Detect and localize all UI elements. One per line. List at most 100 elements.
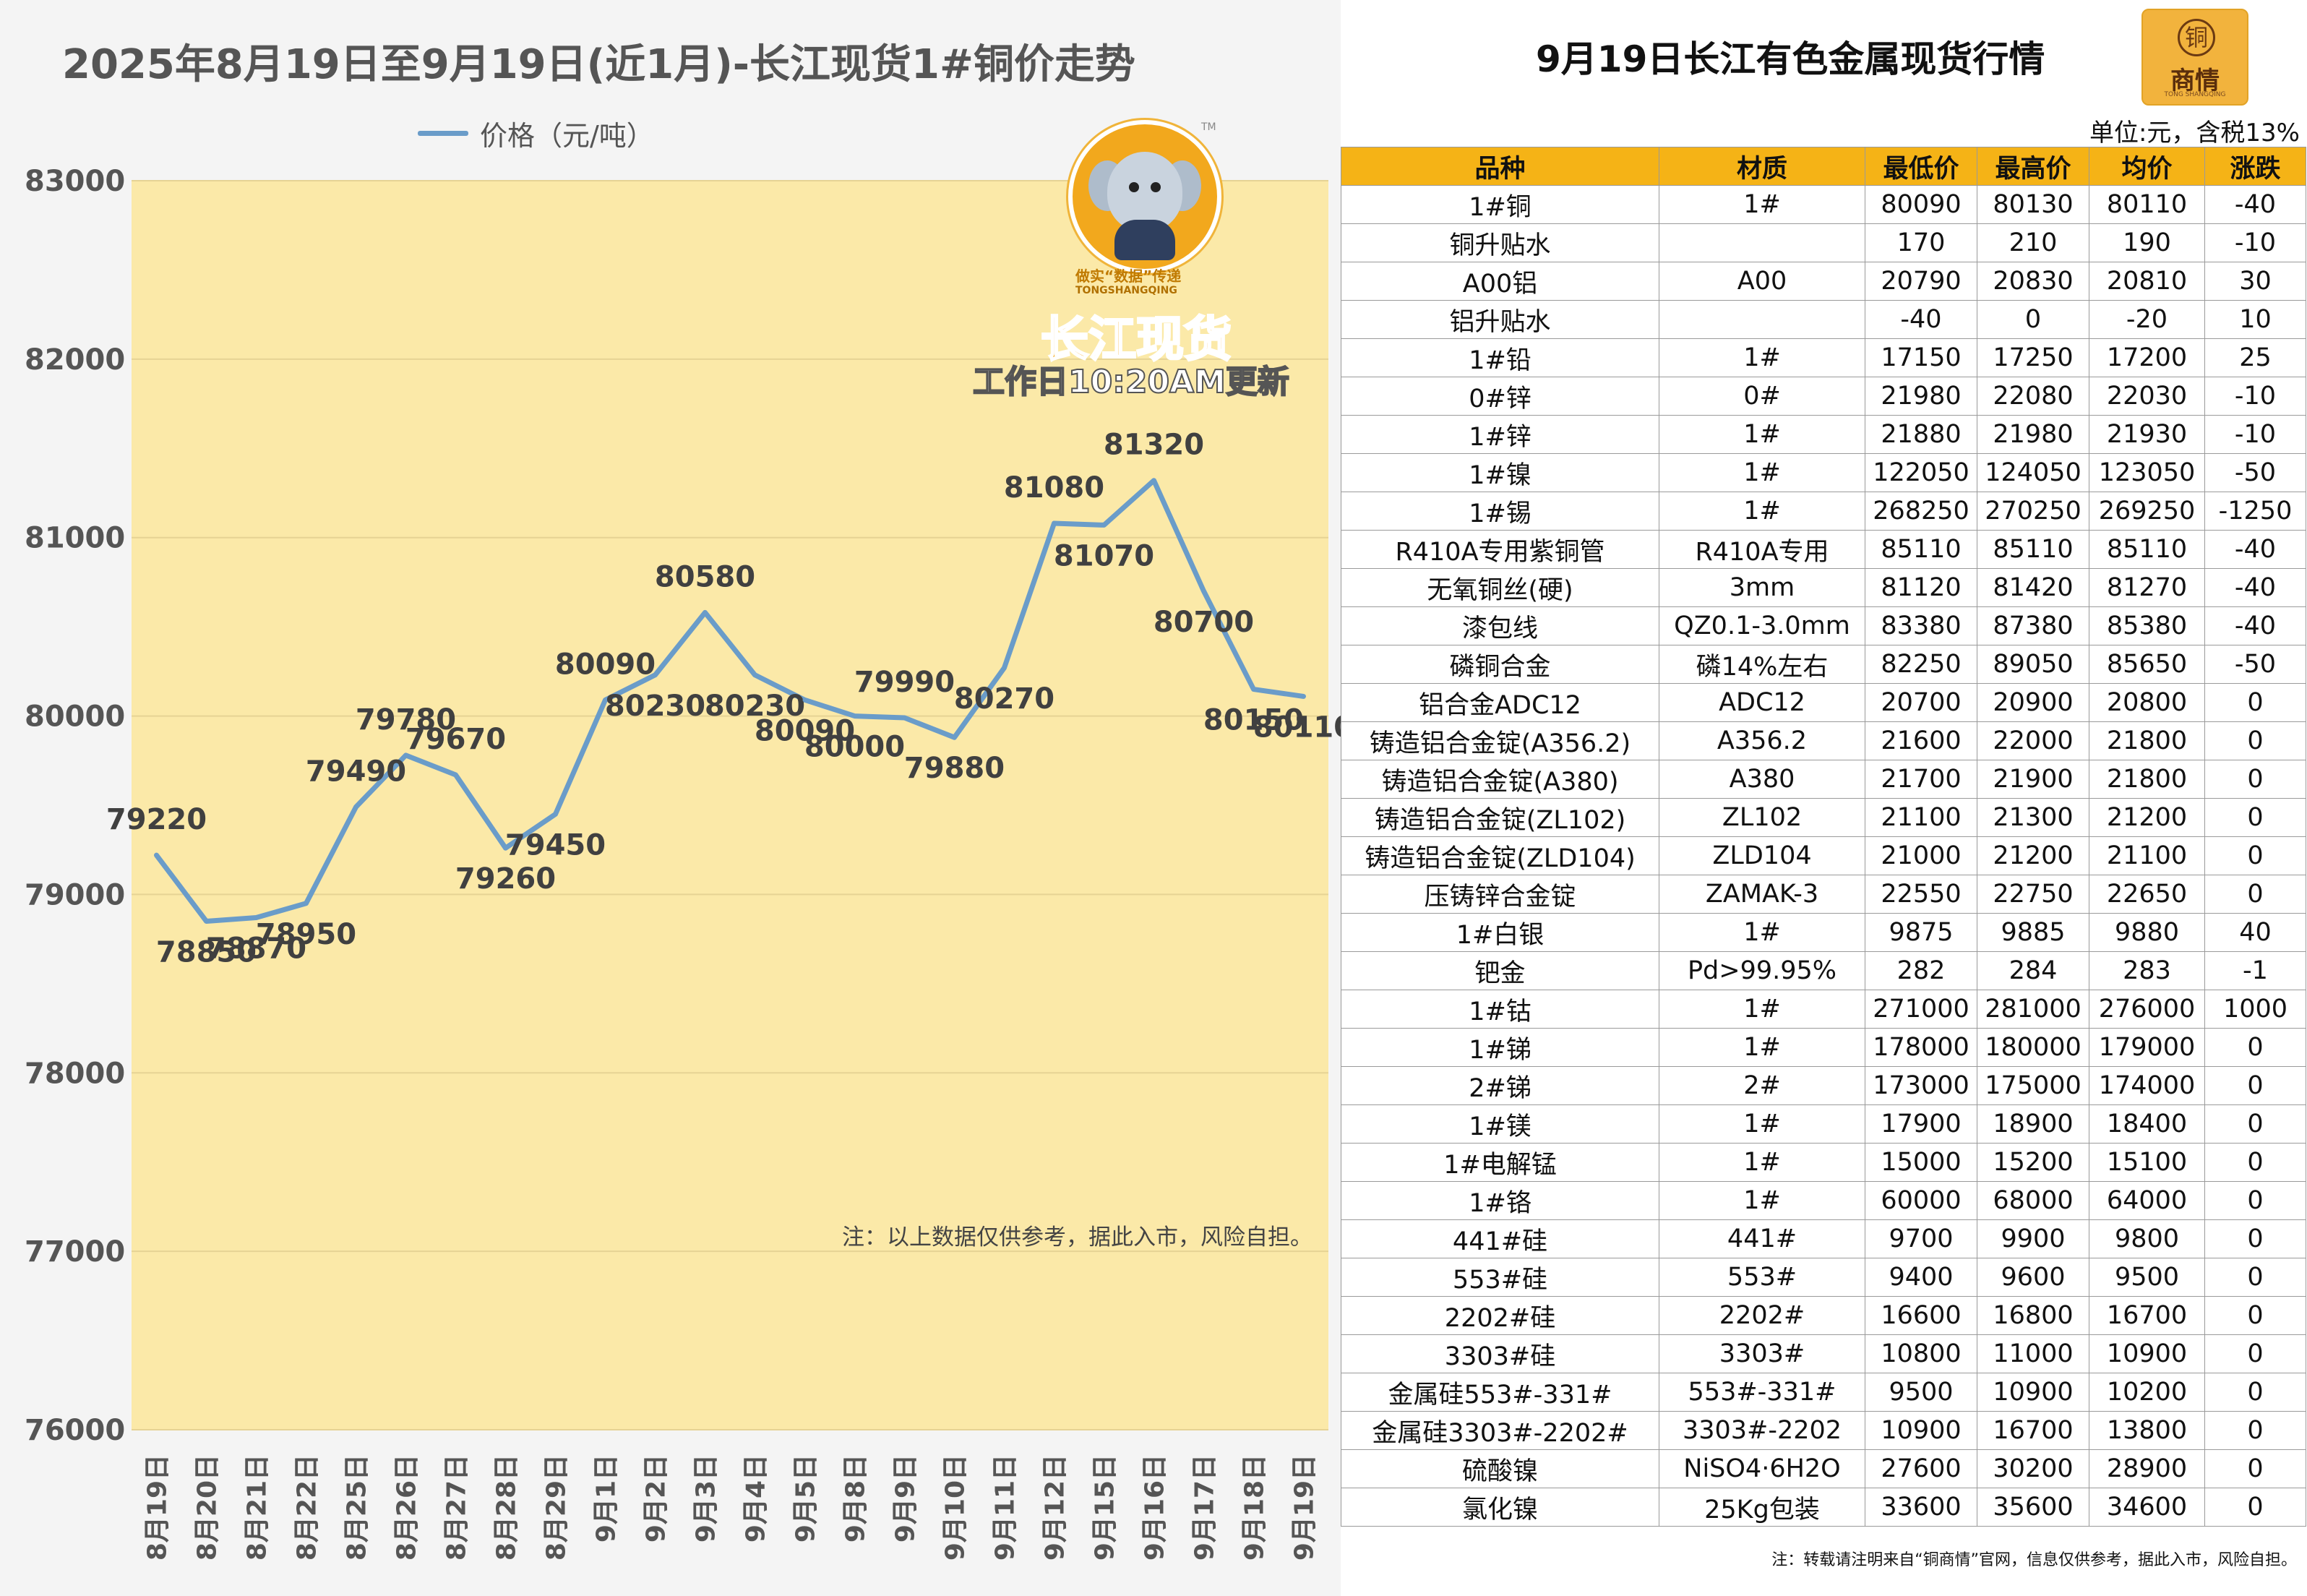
table-cell-variety: 硫酸镍: [1341, 1449, 1659, 1488]
table-cell-material: 0#: [1659, 377, 1865, 416]
column-header-high-price: 最高价: [1977, 147, 2089, 186]
table-cell-change: 0: [2204, 1373, 2306, 1412]
table-row: 1#铬 1# 60000 68000 64000 0: [1341, 1181, 2306, 1220]
data-label: 80150: [1203, 704, 1304, 737]
table-row: 1#铜 1# 80090 80130 80110 -40: [1341, 185, 2306, 224]
table-cell-material: 1#: [1659, 185, 1865, 224]
data-point: [703, 610, 708, 615]
table-cell-variety: 1#铬: [1341, 1181, 1659, 1220]
table-row: 2202#硅 2202# 16600 16800 16700 0: [1341, 1296, 2306, 1335]
x-tick-label: 9月19日: [1290, 1454, 1320, 1561]
table-row: 压铸锌合金锭 ZAMAK-3 22550 22750 22650 0: [1341, 875, 2306, 914]
chart-panel: 2025年8月19日至9月19日(近1月)-长江现货1#铜价走势 价格（元/吨）…: [0, 0, 1341, 1596]
data-label: 80270: [954, 682, 1054, 716]
table-cell-variety: 1#铜: [1341, 185, 1659, 224]
data-label: 80700: [1154, 606, 1254, 639]
table-cell-high-price: 22750: [1977, 875, 2089, 914]
table-cell-avg-price: 123050: [2089, 453, 2205, 492]
table-cell-high-price: 21200: [1977, 836, 2089, 875]
table-cell-variety: 磷铜合金: [1341, 645, 1659, 684]
table-cell-material: A00: [1659, 262, 1865, 301]
table-cell-material: 2202#: [1659, 1296, 1865, 1335]
table-cell-high-price: 210: [1977, 223, 2089, 262]
table-cell-high-price: 175000: [1977, 1066, 2089, 1105]
table-cell-change: -40: [2204, 568, 2306, 607]
table-cell-material: 1#: [1659, 492, 1865, 531]
table-cell-high-price: 68000: [1977, 1181, 2089, 1220]
table-cell-high-price: 85110: [1977, 530, 2089, 569]
table-cell-variety: 铜升贴水: [1341, 223, 1659, 262]
table-cell-change: -10: [2204, 377, 2306, 416]
table-cell-high-price: 11000: [1977, 1334, 2089, 1373]
table-row: 无氧铜丝(硬) 3mm 81120 81420 81270 -40: [1341, 568, 2306, 607]
table-cell-change: 40: [2204, 913, 2306, 952]
data-point: [1201, 588, 1206, 593]
data-label: 78850: [156, 935, 257, 969]
x-tick-label: 9月11日: [991, 1454, 1021, 1561]
table-cell-variety: A00铝: [1341, 262, 1659, 301]
badge-name: 商情: [2170, 66, 2220, 95]
x-tick-label: 8月20日: [193, 1454, 223, 1561]
mascot-eye-right: [1151, 182, 1161, 192]
table-cell-material: 1#: [1659, 990, 1865, 1029]
data-point: [1002, 665, 1007, 670]
table-cell-material: 1#: [1659, 913, 1865, 952]
x-tick-label: 9月4日: [742, 1454, 771, 1543]
table-cell-low-price: 22550: [1865, 875, 1977, 914]
table-cell-high-price: 270250: [1977, 492, 2089, 531]
table-cell-material: A356.2: [1659, 721, 1865, 760]
data-label: 81070: [1054, 539, 1154, 572]
table-cell-variety: 铸造铝合金锭(ZL102): [1341, 798, 1659, 837]
y-tick-label: 77000: [25, 1235, 125, 1269]
table-row: 1#镁 1# 17900 18900 18400 0: [1341, 1104, 2306, 1144]
chart-legend: 价格（元/吨）: [418, 113, 654, 153]
table-row: 磷铜合金 磷14%左右 82250 89050 85650 -50: [1341, 645, 2306, 684]
data-label: 80230: [605, 690, 705, 723]
table-cell-material: [1659, 300, 1865, 339]
table-cell-variety: 钯金: [1341, 951, 1659, 990]
data-label: 79670: [405, 723, 506, 756]
table-cell-low-price: 21880: [1865, 415, 1977, 454]
data-label: 79450: [505, 828, 606, 862]
table-cell-variety: 金属硅3303#-2202#: [1341, 1411, 1659, 1450]
table-cell-low-price: 15000: [1865, 1143, 1977, 1182]
data-point: [852, 713, 857, 718]
x-tick-label: 8月26日: [392, 1454, 422, 1561]
table-cell-avg-price: 85380: [2089, 606, 2205, 645]
table-cell-material: 2#: [1659, 1066, 1865, 1105]
table-cell-change: 0: [2204, 721, 2306, 760]
table-cell-material: 25Kg包装: [1659, 1488, 1865, 1527]
table-cell-low-price: 20790: [1865, 262, 1977, 301]
table-cell-avg-price: 17200: [2089, 338, 2205, 377]
table-cell-low-price: 81120: [1865, 568, 1977, 607]
y-tick-label: 79000: [25, 878, 125, 911]
table-cell-low-price: 282: [1865, 951, 1977, 990]
table-cell-avg-price: 20800: [2089, 683, 2205, 722]
mascot-body: [1114, 220, 1175, 260]
table-cell-low-price: 60000: [1865, 1181, 1977, 1220]
table-cell-variety: 1#电解锰: [1341, 1143, 1659, 1182]
table-cell-low-price: 21700: [1865, 760, 1977, 799]
column-header-change: 涨跌: [2204, 147, 2306, 186]
table-cell-low-price: 21100: [1865, 798, 1977, 837]
x-tick-label: 9月15日: [1091, 1454, 1120, 1561]
data-point: [403, 752, 408, 758]
table-cell-high-price: 20900: [1977, 683, 2089, 722]
table-cell-avg-price: 9800: [2089, 1219, 2205, 1258]
tongshangqing-logo-badge: 铜 商情 TONG SHANGQING: [2141, 9, 2248, 106]
table-cell-variety: 2#锑: [1341, 1066, 1659, 1105]
table-cell-variety: R410A专用紫铜管: [1341, 530, 1659, 569]
table-cell-material: [1659, 223, 1865, 262]
x-tick-label: 9月16日: [1140, 1454, 1170, 1561]
table-cell-avg-price: 22030: [2089, 377, 2205, 416]
table-cell-change: -50: [2204, 453, 2306, 492]
table-cell-low-price: 10900: [1865, 1411, 1977, 1450]
table-cell-variety: 441#硅: [1341, 1219, 1659, 1258]
data-point: [1251, 687, 1256, 692]
data-label: 78870: [206, 932, 306, 966]
data-label: 80580: [655, 560, 755, 593]
data-label: 79990: [854, 666, 955, 699]
table-cell-change: 0: [2204, 1104, 2306, 1144]
x-tick-label: 9月18日: [1240, 1454, 1270, 1561]
x-tick-label: 9月12日: [1041, 1454, 1070, 1561]
